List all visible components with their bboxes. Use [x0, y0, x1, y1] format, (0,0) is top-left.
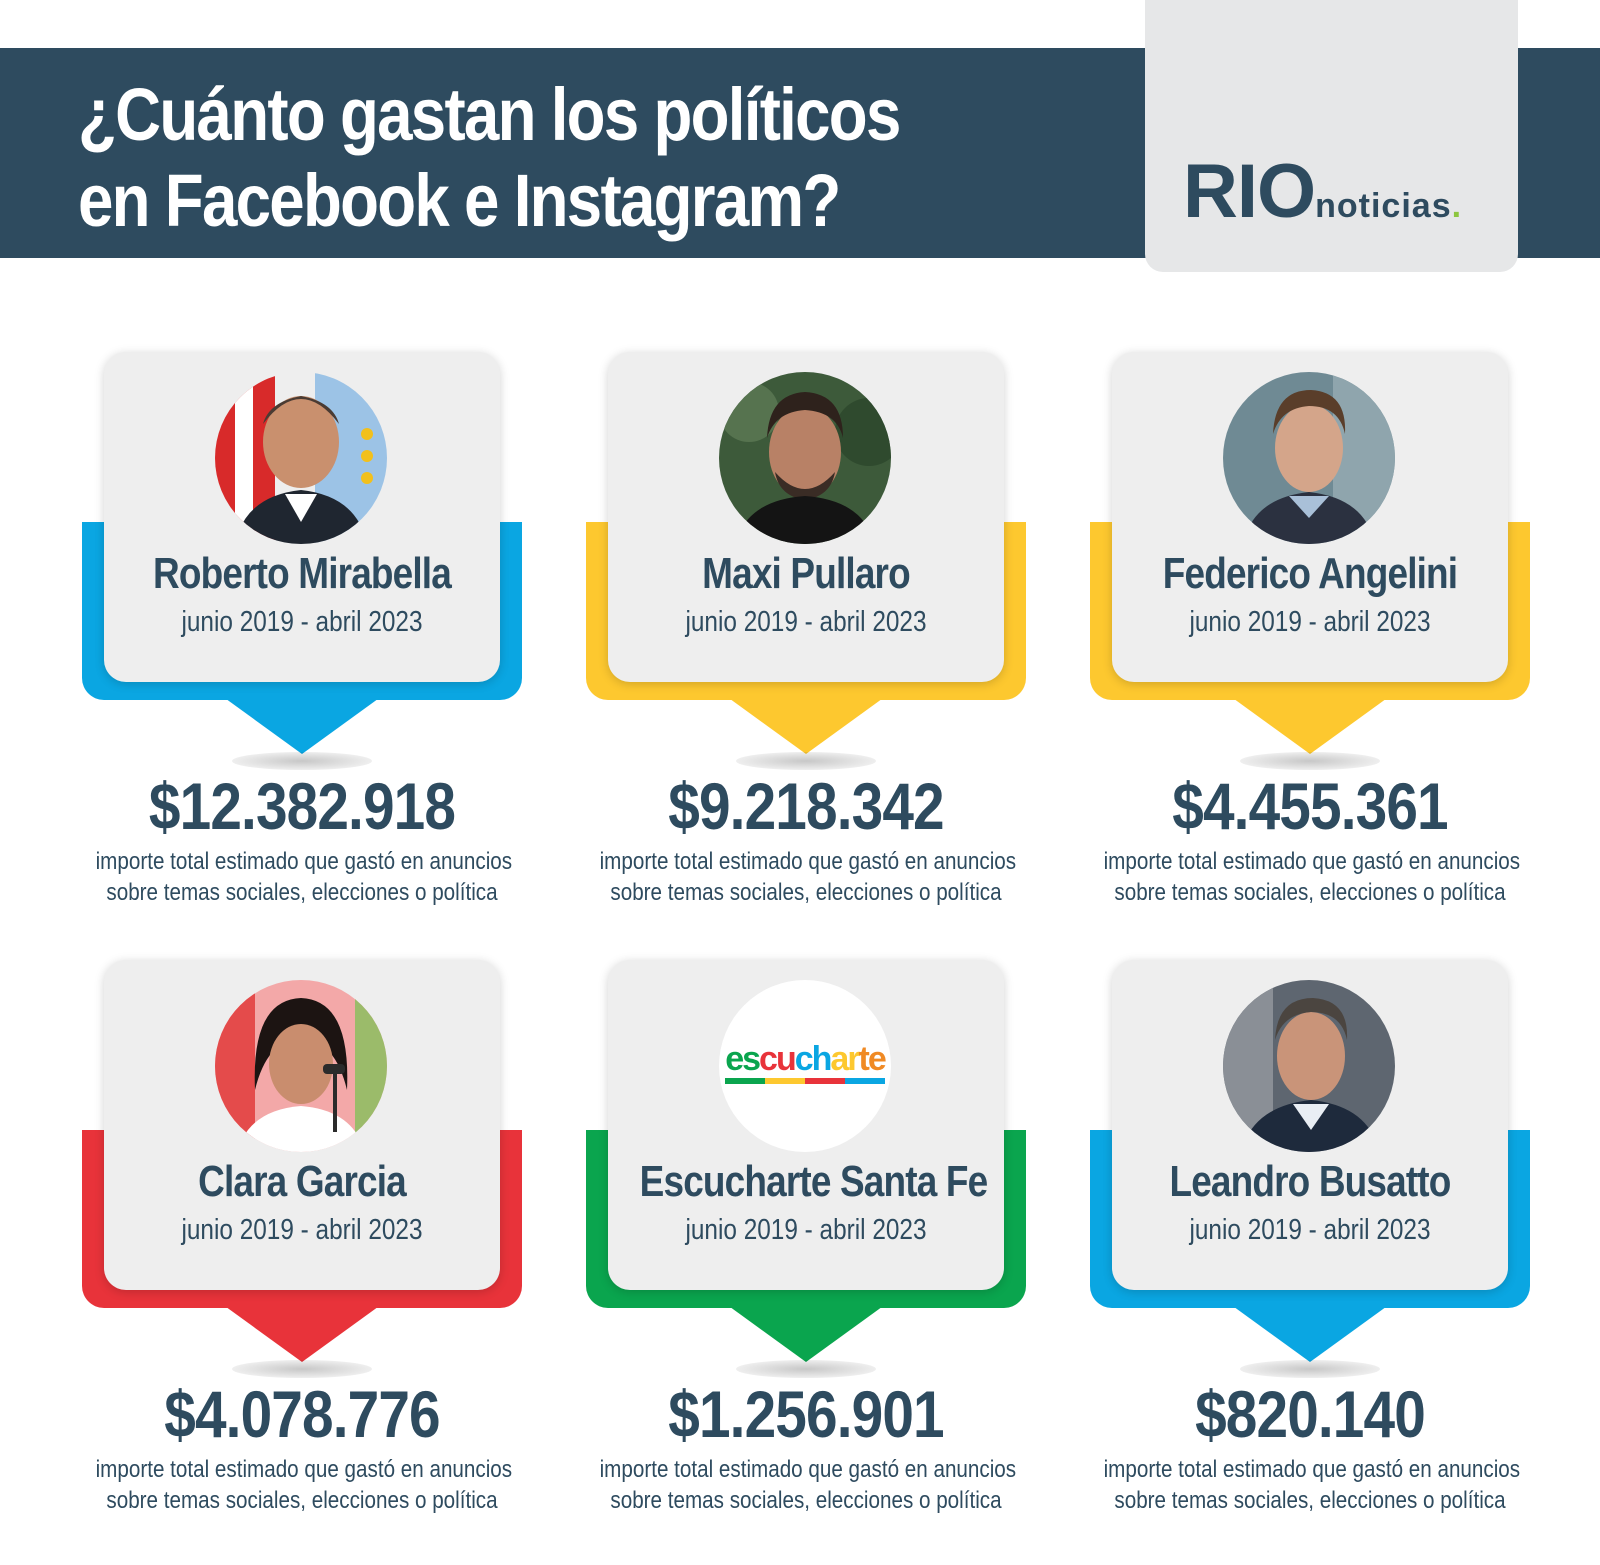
- card-pointer: [726, 696, 886, 754]
- spend-description-line-2: sobre temas sociales, elecciones o polít…: [106, 1487, 498, 1514]
- brand-logo-dot: .: [1451, 187, 1462, 225]
- card-pointer: [1230, 1304, 1390, 1362]
- spend-description-line-2: sobre temas sociales, elecciones o polít…: [1114, 879, 1506, 906]
- page-title-line-2: en Facebook e Instagram?: [78, 159, 841, 242]
- candidate-card-clara-garcia: Clara Garcia junio 2019 - abril 2023 $4.…: [82, 960, 522, 1520]
- candidate-card-escucharte-santa-fe: escucharte Escucharte Santa Fe junio 201…: [586, 960, 1026, 1520]
- spend-description-line-1: importe total estimado que gastó en anun…: [1103, 1456, 1521, 1483]
- candidate-name: Escucharte Santa Fe: [639, 1157, 988, 1206]
- candidate-period: junio 2019 - abril 2023: [685, 1214, 927, 1246]
- card-shadow: [232, 752, 372, 770]
- candidate-name: Federico Angelini: [1162, 549, 1458, 598]
- page-title: ¿Cuánto gastan los políticos en Facebook…: [78, 72, 972, 244]
- card-shadow: [736, 1360, 876, 1378]
- brand-logo-noticias: noticias: [1315, 187, 1452, 225]
- person-photo-icon: [1223, 980, 1395, 1152]
- spend-description: importe total estimado que gastó en anun…: [95, 846, 513, 908]
- candidate-name: Clara Garcia: [198, 1157, 407, 1206]
- spend-description-line-2: sobre temas sociales, elecciones o polít…: [610, 879, 1002, 906]
- spend-description: importe total estimado que gastó en anun…: [599, 1454, 1017, 1516]
- card-shadow: [1240, 1360, 1380, 1378]
- card-pointer: [222, 696, 382, 754]
- person-photo-icon: [1223, 372, 1395, 544]
- candidate-card-roberto-mirabella: Roberto Mirabella junio 2019 - abril 202…: [82, 352, 522, 912]
- spend-description-line-1: importe total estimado que gastó en anun…: [95, 848, 513, 875]
- spend-description: importe total estimado que gastó en anun…: [95, 1454, 513, 1516]
- person-photo-icon: [215, 372, 387, 544]
- candidate-name: Maxi Pullaro: [702, 549, 910, 598]
- candidate-card-maxi-pullaro: Maxi Pullaro junio 2019 - abril 2023 $9.…: [586, 352, 1026, 912]
- spend-amount: $1.256.901: [668, 1377, 944, 1451]
- candidate-period: junio 2019 - abril 2023: [181, 606, 423, 638]
- person-photo-icon: [215, 980, 387, 1152]
- spend-description: importe total estimado que gastó en anun…: [1103, 1454, 1521, 1516]
- candidate-name: Roberto Mirabella: [153, 549, 452, 598]
- candidate-period: junio 2019 - abril 2023: [685, 606, 927, 638]
- card-shadow: [736, 752, 876, 770]
- candidate-period: junio 2019 - abril 2023: [1189, 606, 1431, 638]
- spend-amount: $4.455.361: [1172, 769, 1448, 843]
- candidate-card-leandro-busatto: Leandro Busatto junio 2019 - abril 2023 …: [1090, 960, 1530, 1520]
- spend-description-line-1: importe total estimado que gastó en anun…: [599, 1456, 1017, 1483]
- card-pointer: [222, 1304, 382, 1362]
- spend-amount: $12.382.918: [148, 769, 456, 843]
- spend-amount: $4.078.776: [164, 1377, 440, 1451]
- spend-amount: $9.218.342: [668, 769, 944, 843]
- candidate-card-federico-angelini: Federico Angelini junio 2019 - abril 202…: [1090, 352, 1530, 912]
- spend-description: importe total estimado que gastó en anun…: [599, 846, 1017, 908]
- card-pointer: [726, 1304, 886, 1362]
- spend-description: importe total estimado que gastó en anun…: [1103, 846, 1521, 908]
- candidate-period: junio 2019 - abril 2023: [1189, 1214, 1431, 1246]
- brand-logo-rio: RIO: [1183, 149, 1316, 234]
- spend-description-line-2: sobre temas sociales, elecciones o polít…: [610, 1487, 1002, 1514]
- escucharte-logo-stripes: [725, 1078, 885, 1084]
- card-shadow: [1240, 752, 1380, 770]
- spend-description-line-2: sobre temas sociales, elecciones o polít…: [1114, 1487, 1506, 1514]
- candidate-period: junio 2019 - abril 2023: [181, 1214, 423, 1246]
- person-photo-icon: [719, 372, 891, 544]
- spend-description-line-1: importe total estimado que gastó en anun…: [95, 1456, 513, 1483]
- card-pointer: [1230, 696, 1390, 754]
- spend-description-line-1: importe total estimado que gastó en anun…: [1103, 848, 1521, 875]
- spend-description-line-1: importe total estimado que gastó en anun…: [599, 848, 1017, 875]
- brand-logo: RIOnoticias.: [1183, 148, 1461, 235]
- page-title-line-1: ¿Cuánto gastan los políticos: [78, 73, 901, 156]
- spend-description-line-2: sobre temas sociales, elecciones o polít…: [106, 879, 498, 906]
- escucharte-logo-text: escucharte: [725, 1040, 887, 1078]
- spend-amount: $820.140: [1195, 1377, 1426, 1451]
- brand-logo-box: RIOnoticias.: [1145, 0, 1518, 272]
- candidate-name: Leandro Busatto: [1169, 1157, 1451, 1206]
- escucharte-logo-icon: escucharte: [719, 980, 891, 1152]
- card-shadow: [232, 1360, 372, 1378]
